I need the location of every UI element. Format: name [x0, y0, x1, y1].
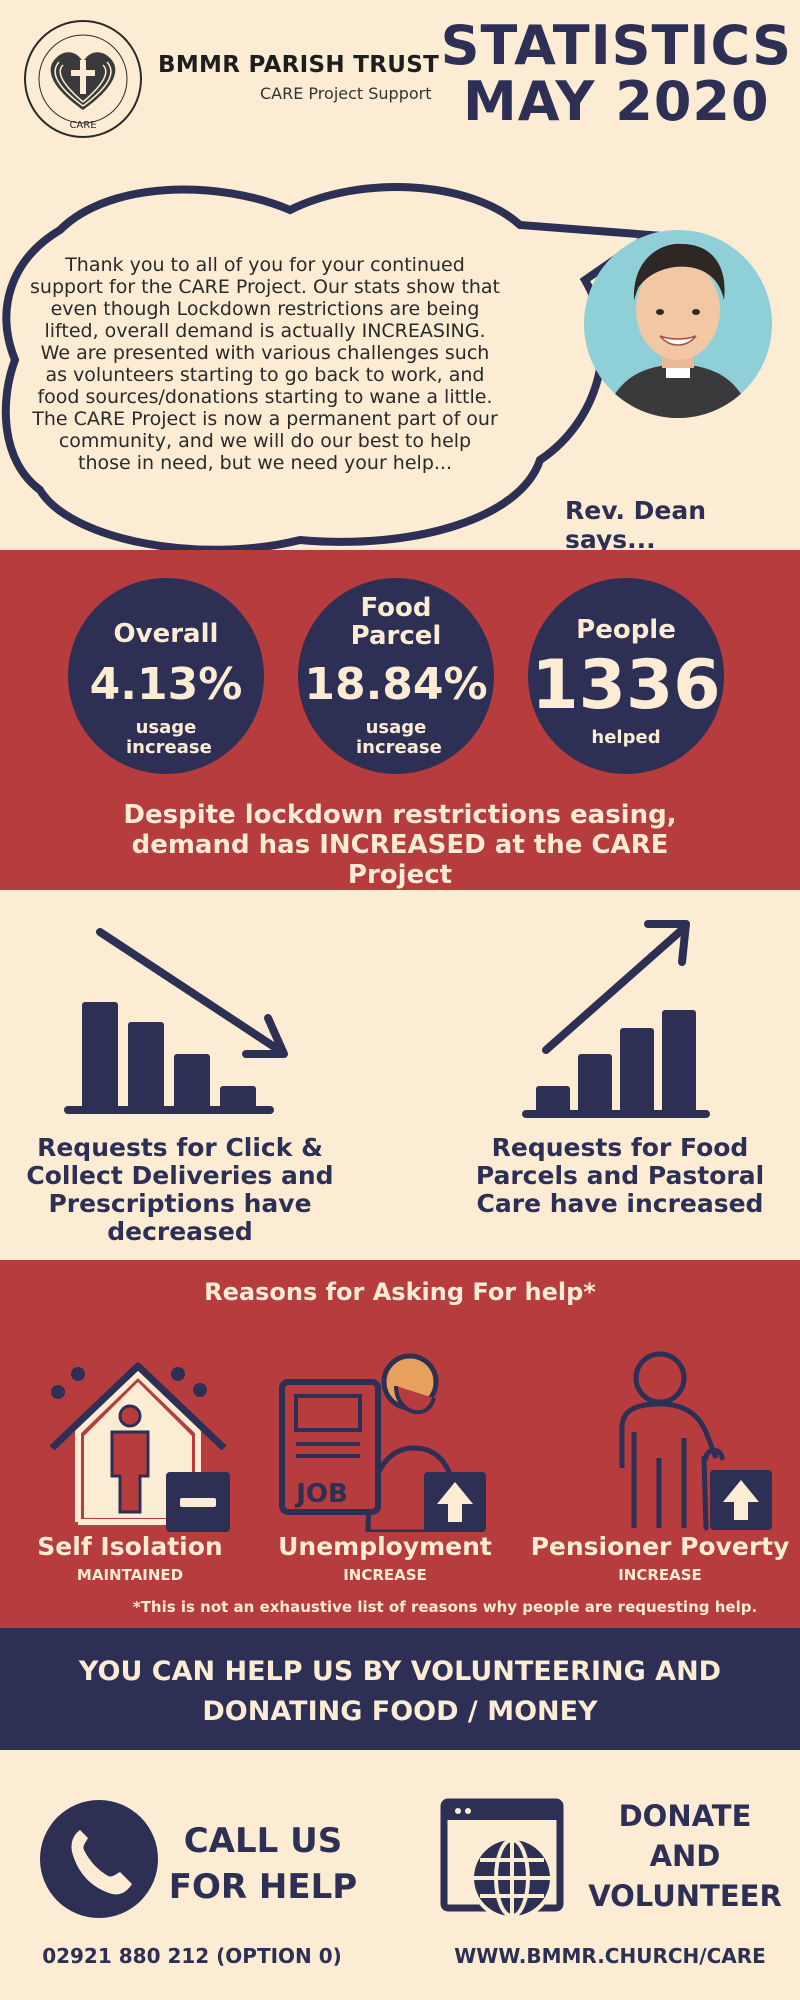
- donate-line-2: AND: [649, 1839, 721, 1873]
- decreasing-chart-icon: [64, 928, 288, 1114]
- reasons-section: Reasons for Asking For help* Self Isolat…: [0, 1260, 800, 1628]
- org-name: BMMR PARISH TRUST: [158, 52, 440, 78]
- call-us-text[interactable]: CALL US FOR HELP: [168, 1818, 358, 1910]
- stat-sub: usage increase: [356, 717, 442, 758]
- job-newspaper-icon: JOB: [279, 1353, 486, 1532]
- logo-word: CARE: [69, 120, 96, 131]
- stat-value: 18.84%: [304, 659, 488, 710]
- donate-line-3: VOLUNTEER: [588, 1879, 782, 1913]
- cta-text: YOU CAN HELP US BY VOLUNTEERING AND DONA…: [0, 1652, 800, 1732]
- title-line-2: MAY 2020: [463, 70, 770, 133]
- stats-message: Despite lockdown restrictions easing, de…: [0, 800, 800, 890]
- stat-food-parcel: Food Parcel 18.84% usage increase: [298, 578, 494, 774]
- reason-status: INCREASE: [618, 1566, 702, 1584]
- elderly-person-icon: [619, 1351, 772, 1531]
- reason-status: INCREASE: [343, 1566, 427, 1584]
- stat-value: 1336: [531, 646, 721, 725]
- donate-line-1: DONATE: [618, 1799, 752, 1833]
- stats-message-text: Despite lockdown restrictions easing, de…: [123, 800, 677, 890]
- speaker-label: Rev. Dean says...: [565, 496, 707, 554]
- care-logo: CARE: [24, 20, 142, 138]
- cta-line-1: YOU CAN HELP US BY VOLUNTEERING AND: [78, 1656, 722, 1687]
- footnote: *This is not an exhaustive list of reaso…: [132, 1598, 758, 1616]
- donate-volunteer-text[interactable]: DONATE AND VOLUNTEER: [580, 1796, 790, 1916]
- stat-label: Overall: [113, 619, 219, 649]
- header: CARE BMMR PARISH TRUST CARE Project Supp…: [0, 0, 800, 175]
- trends-section: Requests for Click & Collect Deliveries …: [0, 890, 800, 1260]
- globe-web-icon[interactable]: [440, 1798, 570, 1928]
- increase-text: Requests for Food Parcels and Pastoral C…: [475, 1133, 765, 1218]
- stats-section: Overall 4.13% usage increase Food Parcel…: [0, 550, 800, 890]
- stat-label: Food Parcel: [350, 593, 442, 651]
- cta-band: YOU CAN HELP US BY VOLUNTEERING AND DONA…: [0, 1628, 800, 1750]
- page-title: STATISTICS MAY 2020: [441, 18, 792, 130]
- website-url-link[interactable]: WWW.BMMR.CHURCH/CARE: [454, 1944, 766, 1968]
- title-line-1: STATISTICS: [440, 14, 792, 77]
- call-line-1: CALL US: [183, 1821, 343, 1861]
- reason-label: Pensioner Poverty: [530, 1532, 790, 1561]
- phone-number[interactable]: 02921 880 212 (OPTION 0): [42, 1944, 342, 1968]
- reasons-title: Reasons for Asking For help*: [204, 1278, 596, 1306]
- stat-sub: helped: [591, 727, 661, 748]
- cta-line-2: DONATING FOOD / MONEY: [202, 1696, 598, 1727]
- stat-sub: usage increase: [126, 717, 212, 758]
- phone-icon[interactable]: [40, 1800, 158, 1918]
- house-person-icon: [49, 1362, 230, 1532]
- speech-section: Thank you to all of you for your continu…: [0, 170, 800, 554]
- stat-overall: Overall 4.13% usage increase: [68, 578, 264, 774]
- speech-text: Thank you to all of you for your continu…: [30, 254, 500, 474]
- reason-label: Unemployment: [278, 1532, 492, 1561]
- increasing-chart-icon: [522, 920, 710, 1118]
- org-subtitle: CARE Project Support: [260, 84, 432, 103]
- reverend-avatar: [584, 230, 772, 418]
- reason-label: Self Isolation: [37, 1532, 223, 1561]
- job-word: JOB: [294, 1479, 348, 1509]
- speech-bubble: [1, 183, 662, 550]
- reason-status: MAINTAINED: [76, 1566, 184, 1584]
- call-line-2: FOR HELP: [168, 1867, 358, 1907]
- decrease-text: Requests for Click & Collect Deliveries …: [26, 1133, 334, 1246]
- stat-value: 4.13%: [89, 659, 243, 710]
- contact-section: CALL US FOR HELP DONATE AND VOLUNTEER 02…: [0, 1750, 800, 2000]
- stat-label: People: [576, 615, 676, 645]
- stat-people: People 1336 helped: [528, 578, 724, 774]
